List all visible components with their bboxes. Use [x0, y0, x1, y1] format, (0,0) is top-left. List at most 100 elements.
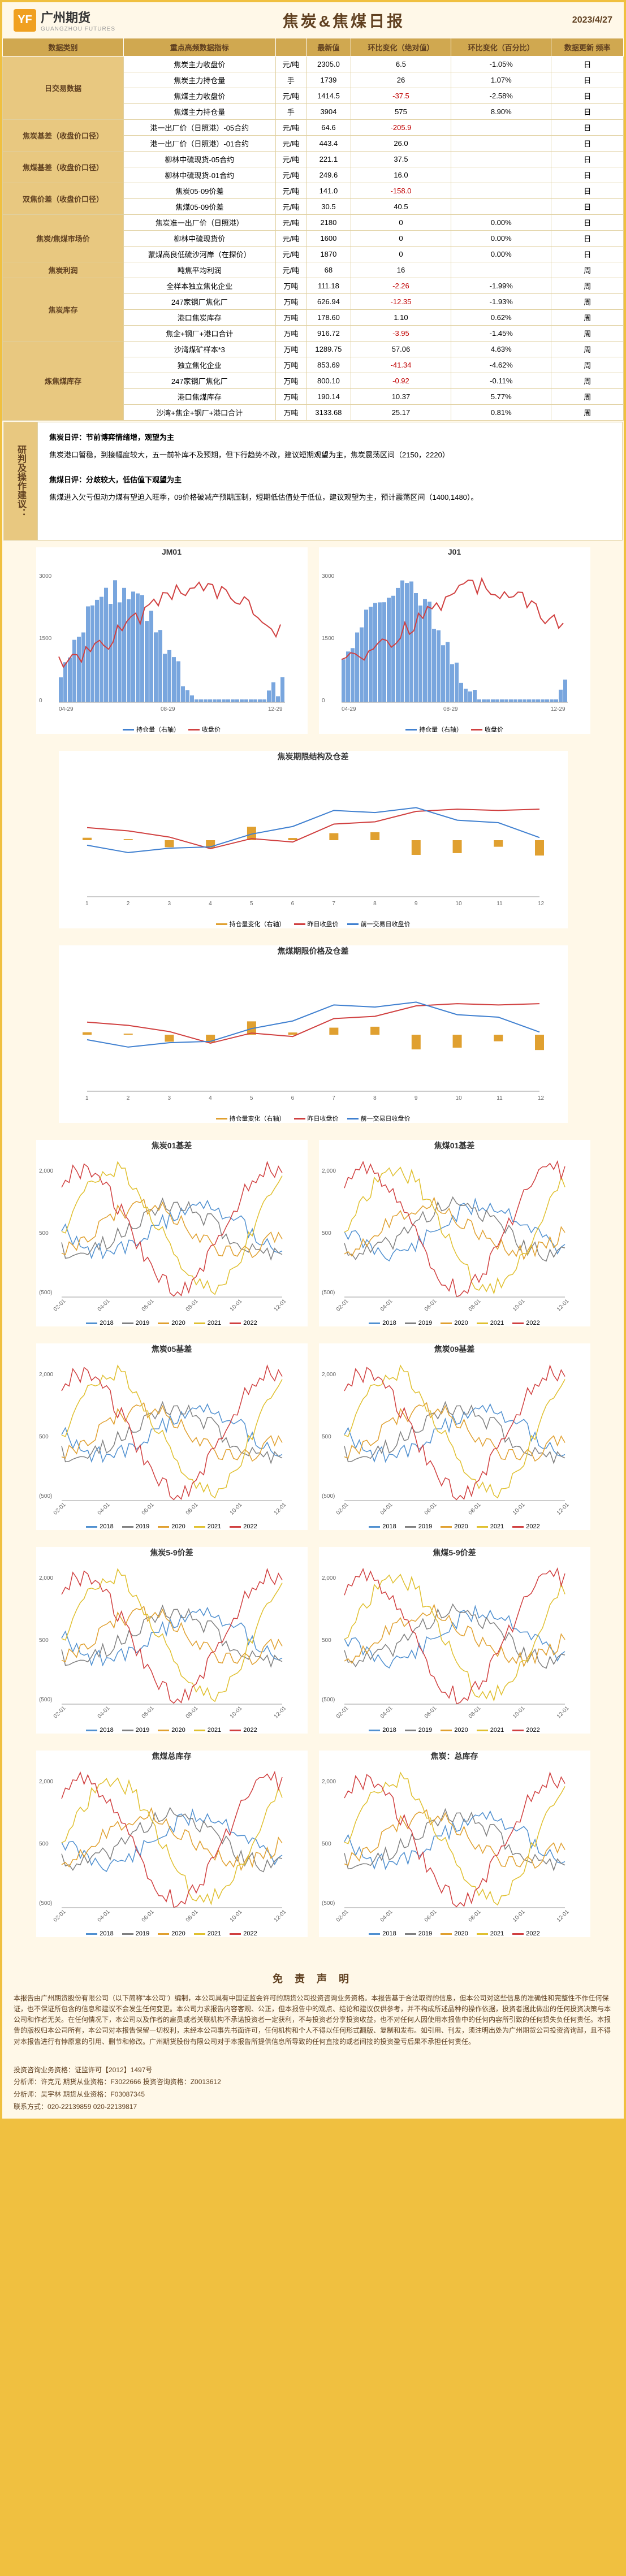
data-cell: 626.94 — [306, 294, 351, 310]
data-cell: 6.5 — [351, 57, 451, 72]
category-cell: 焦炭库存 — [3, 278, 124, 342]
svg-text:500: 500 — [322, 1434, 331, 1440]
data-cell: 万吨 — [275, 357, 306, 373]
data-cell: 周 — [551, 262, 624, 278]
data-cell: 吨焦平均利润 — [123, 262, 275, 278]
svg-text:04-29: 04-29 — [59, 706, 74, 712]
category-cell: 日交易数据 — [3, 57, 124, 120]
data-table: 数据类别重点高频数据指标最新值环比变化（绝对值）环比变化（百分比）数据更新 频率… — [2, 38, 624, 421]
svg-text:12-29: 12-29 — [268, 706, 283, 712]
data-cell: 焦煤05-09价差 — [123, 199, 275, 215]
data-cell: 元/吨 — [275, 57, 306, 72]
data-cell: 1870 — [306, 247, 351, 262]
svg-text:08-01: 08-01 — [467, 1502, 482, 1516]
svg-text:10-01: 10-01 — [228, 1909, 243, 1924]
data-cell: 25.17 — [351, 405, 451, 421]
data-cell: 916.72 — [306, 326, 351, 342]
svg-text:12-01: 12-01 — [273, 1909, 287, 1924]
data-cell: 周 — [551, 357, 624, 373]
svg-text:02-01: 02-01 — [335, 1909, 349, 1924]
svg-text:500: 500 — [39, 1637, 49, 1644]
contact-line3: 联系方式：020-22139859 020-22139817 — [14, 2101, 612, 2113]
svg-text:10: 10 — [455, 901, 462, 907]
category-cell: 焦炭利润 — [3, 262, 124, 278]
svg-text:4: 4 — [209, 901, 212, 907]
svg-text:12-01: 12-01 — [273, 1298, 287, 1313]
svg-text:3000: 3000 — [322, 573, 335, 580]
table-header: 环比变化（绝对值） — [351, 38, 451, 57]
data-cell: 元/吨 — [275, 167, 306, 183]
svg-text:8: 8 — [373, 901, 377, 907]
chart-basis-j09: 焦炭09基差 2,000500(500)02-0104-0106-0108-01… — [319, 1343, 590, 1530]
data-cell: 10.37 — [351, 389, 451, 405]
data-cell: 元/吨 — [275, 88, 306, 104]
data-cell: 0.00% — [451, 231, 551, 247]
data-cell: 3133.68 — [306, 405, 351, 421]
data-cell: 港口焦炭库存 — [123, 310, 275, 326]
svg-text:6: 6 — [291, 1095, 294, 1101]
svg-text:12-01: 12-01 — [273, 1502, 287, 1516]
data-cell: 万吨 — [275, 278, 306, 294]
svg-text:04-01: 04-01 — [96, 1298, 111, 1313]
svg-text:(500): (500) — [322, 1493, 335, 1499]
svg-text:(500): (500) — [39, 1697, 52, 1703]
data-cell: -4.62% — [451, 357, 551, 373]
chart-basis-j01: 焦炭01基差 2,000500(500)02-0104-0106-0108-01… — [36, 1140, 308, 1326]
data-cell: 周 — [551, 405, 624, 421]
svg-text:9: 9 — [414, 1095, 417, 1101]
data-cell: 日 — [551, 247, 624, 262]
svg-text:2: 2 — [126, 1095, 129, 1101]
data-cell: 853.69 — [306, 357, 351, 373]
table-header: 环比变化（百分比） — [451, 38, 551, 57]
svg-text:04-01: 04-01 — [379, 1298, 394, 1313]
svg-text:08-01: 08-01 — [467, 1298, 482, 1313]
data-cell: 221.1 — [306, 152, 351, 167]
data-cell: 港一出厂价（日照港）-05合约 — [123, 120, 275, 136]
table-row: 焦炭/焦煤市场价焦炭准一出厂价（日照港）元/吨218000.00%日 — [3, 215, 624, 231]
data-cell: 焦企+钢厂+港口合计 — [123, 326, 275, 342]
data-cell — [451, 136, 551, 152]
logo-text: 广州期货 — [41, 8, 115, 26]
coke-analysis-title: 焦炭日评：节前博弈情绪增，观望为主 — [49, 431, 611, 444]
data-cell: 141.0 — [306, 183, 351, 199]
data-cell: -37.5 — [351, 88, 451, 104]
svg-text:02-01: 02-01 — [52, 1502, 67, 1516]
svg-text:(500): (500) — [322, 1697, 335, 1703]
svg-text:(500): (500) — [39, 1290, 52, 1296]
svg-text:(500): (500) — [322, 1290, 335, 1296]
svg-text:1: 1 — [85, 901, 89, 907]
disclaimer-title: 免 责 声 明 — [14, 1971, 612, 1987]
data-cell: 日 — [551, 183, 624, 199]
data-cell: 日 — [551, 199, 624, 215]
data-cell: 2305.0 — [306, 57, 351, 72]
svg-text:02-01: 02-01 — [52, 1705, 67, 1720]
coke-analysis-body: 焦炭港口暂稳，到接幅度较大，五一前补库不及预期，但下行趋势不改，建议短期观望为主… — [49, 448, 611, 461]
data-cell: 焦煤主力持仓量 — [123, 104, 275, 120]
data-cell: 0.62% — [451, 310, 551, 326]
category-cell: 焦炭基差（收盘价口径） — [3, 120, 124, 152]
table-header — [275, 38, 306, 57]
svg-text:04-29: 04-29 — [342, 706, 356, 712]
svg-text:12-01: 12-01 — [555, 1705, 570, 1720]
svg-text:08-29: 08-29 — [161, 706, 175, 712]
charts-section: JM01 04-2908-2912-29 300015000持仓量（右轴）收盘价… — [2, 542, 624, 1960]
svg-text:500: 500 — [39, 1841, 49, 1847]
analysis-content: 焦炭日评：节前博弈情绪增，观望为主 焦炭港口暂稳，到接幅度较大，五一前补库不及预… — [37, 422, 623, 541]
data-cell: 万吨 — [275, 326, 306, 342]
data-cell: 万吨 — [275, 389, 306, 405]
data-cell: 柳林中硫现货价 — [123, 231, 275, 247]
svg-text:08-01: 08-01 — [184, 1502, 199, 1516]
data-cell — [451, 120, 551, 136]
data-cell — [451, 199, 551, 215]
category-cell: 双焦价差（收盘价口径） — [3, 183, 124, 215]
svg-text:02-01: 02-01 — [52, 1909, 67, 1924]
svg-text:12: 12 — [538, 901, 545, 907]
page-title: 焦炭&焦煤日报 — [283, 9, 405, 32]
data-cell: 元/吨 — [275, 120, 306, 136]
chart-inv-j: 焦炭：总库存 2,000500(500)02-0104-0106-0108-01… — [319, 1751, 590, 1937]
svg-text:04-01: 04-01 — [96, 1909, 111, 1924]
category-cell: 炼焦煤库存 — [3, 342, 124, 421]
svg-text:06-01: 06-01 — [140, 1502, 155, 1516]
svg-text:(500): (500) — [39, 1900, 52, 1907]
table-header: 最新值 — [306, 38, 351, 57]
